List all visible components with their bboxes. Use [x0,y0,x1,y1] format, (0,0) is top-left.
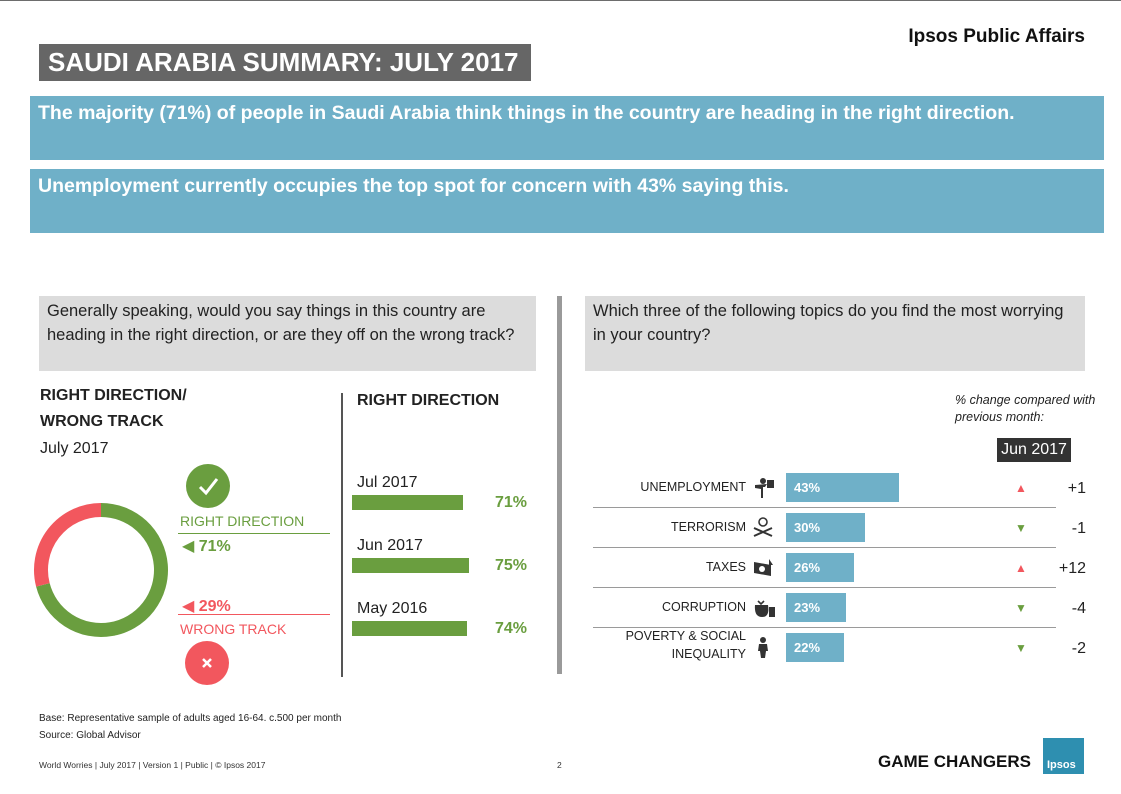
donut-title-line1: RIGHT DIRECTION/ [40,387,187,404]
change-period-badge: Jun 2017 [997,438,1071,462]
tagline: GAME CHANGERS [878,752,1032,771]
down-arrow-icon: ▼ [1015,521,1027,535]
donut-slice-wrong-track [34,503,102,587]
worry-category-label-line: TAXES [705,560,746,574]
wrong-track-rule [178,614,330,615]
right-direction-rule [178,533,330,534]
worry-category-label: TERRORISM [671,518,746,536]
worry-row-separator [593,547,1056,548]
right-direction-label: RIGHT DIRECTION [180,513,305,529]
trend-category-label: Jul 2017 [357,474,418,491]
worry-category-label-line: UNEMPLOYMENT [640,480,746,494]
trend-value-label: 75% [495,557,528,574]
worry-bar: 30% [786,513,865,542]
worry-category-label: TAXES [706,558,746,576]
page-title: SAUDI ARABIA SUMMARY: JULY 2017 [39,44,531,81]
worry-bar: 22% [786,633,844,662]
worry-row-separator [593,587,1056,588]
donut-chart [34,503,168,637]
unemployment-icon [751,476,777,505]
taxes-icon [751,556,777,585]
trend-bar [352,495,463,510]
wrong-track-value: ◀ 29% [182,598,231,615]
terrorism-icon [751,516,777,545]
worry-bar: 26% [786,553,854,582]
logo-text: Ipsos [1047,759,1076,771]
worry-change-value: +12 [1058,560,1086,577]
trend-divider [341,393,343,677]
change-note: % change compared with previous month: [955,392,1095,426]
page-number: 2 [557,760,562,770]
worry-change-value: +1 [1067,480,1086,497]
worry-category-label: UNEMPLOYMENT [640,478,746,496]
section-divider [557,296,562,674]
ipsos-logo: Ipsos [1043,738,1084,774]
footnote-base: Base: Representative sample of adults ag… [39,713,342,724]
trend-category-label: May 2016 [357,600,428,617]
worry-row-separator [593,627,1056,628]
change-note-line1: % change compared with [955,393,1096,407]
worry-change-value: -4 [1071,600,1086,617]
worry-bar: 43% [786,473,899,502]
right-question: Which three of the following topics do y… [585,296,1085,371]
top-rule [0,0,1121,1]
worry-row-separator [593,507,1056,508]
headline-banner-1: The majority (71%) of people in Saudi Ar… [30,96,1104,160]
worry-category-label: POVERTY & SOCIAL INEQUALITY [626,627,746,663]
worry-category-label-line: CORRUPTION [661,600,746,614]
down-arrow-icon: ▼ [1015,641,1027,655]
wrong-track-label: WRONG TRACK [180,621,287,637]
worry-bar: 23% [786,593,846,622]
trend-title: RIGHT DIRECTION [357,392,500,409]
worry-change-value: -2 [1071,640,1086,657]
worry-category-label-line: TERRORISM [671,520,746,534]
down-arrow-icon: ▼ [1015,601,1027,615]
trend-bar [352,558,469,573]
up-arrow-icon: ▲ [1015,481,1027,495]
worry-category-label-line: POVERTY & SOCIAL [625,629,746,643]
headline-banner-2: Unemployment currently occupies the top … [30,169,1104,233]
footer-text: World Worries | July 2017 | Version 1 | … [39,760,266,770]
check-icon [186,464,230,508]
cross-icon [185,641,229,685]
trend-value-label: 71% [495,494,528,511]
trend-category-label: Jun 2017 [357,537,423,554]
trend-value-label: 74% [495,620,528,637]
corruption-icon [751,596,777,625]
worry-category-label: CORRUPTION [662,598,746,616]
donut-slice-right-direction [36,503,168,637]
worry-change-value: -1 [1071,520,1086,537]
worry-category-label-line: INEQUALITY [671,647,746,661]
donut-subtitle: July 2017 [40,440,109,457]
footnote-source: Source: Global Advisor [39,730,141,741]
up-arrow-icon: ▲ [1015,561,1027,575]
right-direction-value: ◀ 71% [182,538,231,555]
left-question: Generally speaking, would you say things… [39,296,536,371]
brand-name: Ipsos Public Affairs [908,26,1085,47]
donut-title-line2: WRONG TRACK [40,413,164,430]
change-note-line2: previous month: [955,410,1044,424]
trend-bar [352,621,467,636]
poverty-icon [751,636,777,665]
